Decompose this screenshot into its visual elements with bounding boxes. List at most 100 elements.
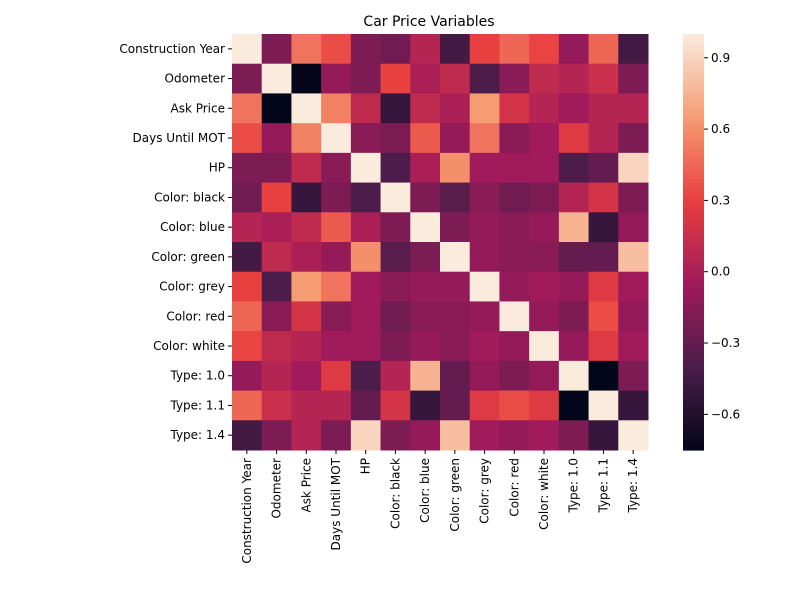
colorbar-segment [683,72,704,77]
heatmap-cell [291,390,322,421]
colorbar-segment [683,214,704,219]
colorbar-segment [683,238,704,243]
heatmap-cell [350,93,382,124]
colorbar-segment [683,429,704,434]
heatmap-cell [618,63,649,94]
heatmap-cell [261,152,292,184]
colorbar-segment [683,411,704,416]
colorbar-segment [683,252,704,257]
heatmap-cell [380,242,411,273]
heatmap-cell [232,420,263,451]
colorbar-tick-label: −0.6 [711,407,740,421]
heatmap-cell [261,123,292,154]
heatmap-cell [350,242,382,273]
colorbar-segment [683,304,704,309]
heatmap-cell [232,360,263,392]
heatmap-cell [499,360,530,392]
heatmap-cell [529,152,560,184]
heatmap-cell [440,390,471,421]
heatmap-cell [291,34,322,65]
heatmap-cell [261,93,292,124]
heatmap-cell [261,331,292,362]
colorbar-segment [683,262,704,267]
colorbar-segment [683,207,704,212]
colorbar-segment [683,325,704,330]
heatmap-cell [350,212,382,243]
colorbar-segment [683,58,704,63]
heatmap-cell [529,331,560,362]
colorbar-segment [683,65,704,70]
heatmap-cell [558,242,590,273]
colorbar-tick-label: 0.6 [711,122,730,136]
row-tick-label: Days Until MOT [133,131,226,145]
heatmap-cell [588,34,619,65]
heatmap-cell [350,331,382,362]
heatmap-cell [440,182,471,213]
heatmap-cell [291,93,322,124]
column-tick-label: Odometer [270,458,284,519]
heatmap-cell [469,271,500,302]
colorbar-segment [683,217,704,222]
heatmap-cell [499,182,530,213]
heatmap-cell [291,271,322,302]
heatmap-cell [469,152,500,184]
colorbar-segment [683,117,704,122]
colorbar-segment [683,235,704,240]
colorbar-segment [683,283,704,288]
heatmap-cell [588,93,619,124]
colorbar-segment [683,138,704,143]
column-tick-label: Color: green [448,458,462,532]
heatmap-cell [588,271,619,302]
heatmap-cell [618,271,649,302]
heatmap-cell [261,301,292,332]
colorbar-segment [683,96,704,101]
colorbar-segment [683,75,704,80]
heatmap-cell [261,360,292,392]
heatmap-cell [588,152,619,184]
colorbar-segment [683,127,704,132]
heatmap-cell [380,34,411,65]
heatmap-cell [558,34,590,65]
heatmap-cell [469,93,500,124]
heatmap-cell [440,123,471,154]
heatmap-cell [469,63,500,94]
colorbar-segment [683,359,704,364]
heatmap-cell [588,331,619,362]
colorbar-segment [683,54,704,59]
column-tick-label: Type: 1.0 [567,458,581,514]
heatmap-cell [350,34,382,65]
colorbar-segment [683,384,704,389]
heatmap-cell [558,63,590,94]
row-tick-labels: Construction Year Odometer Ask Price Days U… [119,42,232,442]
row-tick-label: Color: grey [159,280,225,294]
colorbar-tick-label: −0.3 [711,336,740,350]
column-tick-label: Days Until MOT [329,457,343,550]
heatmap-cell [618,34,649,65]
heatmap-cell [232,212,263,243]
heatmap-cell [410,123,441,154]
heatmap-cell [618,182,649,213]
heatmap-cell [440,271,471,302]
colorbar-segment [683,190,704,195]
colorbar-segment [683,408,704,413]
colorbar-segment [683,179,704,184]
heatmap-cell [588,182,619,213]
colorbar-segment [683,165,704,170]
colorbar-segment [683,273,704,278]
row-tick-label: HP [209,161,225,175]
colorbar-segment [683,259,704,264]
heatmap-cell [350,182,382,213]
heatmap-cell [350,420,382,451]
colorbar-segment [683,51,704,56]
colorbar-segment [683,318,704,323]
heatmap-cell [321,123,352,154]
colorbar: −0.6 −0.3 0.0 0.3 0.6 0.9 [683,34,740,451]
colorbar-segment [683,366,704,371]
heatmap-cell [321,152,352,184]
heatmap-cell [618,390,649,421]
heatmap-cell [618,331,649,362]
heatmap-cell [558,301,590,332]
heatmap-cell [232,331,263,362]
colorbar-tick-label: 0.9 [711,51,730,65]
heatmap-cell [380,331,411,362]
